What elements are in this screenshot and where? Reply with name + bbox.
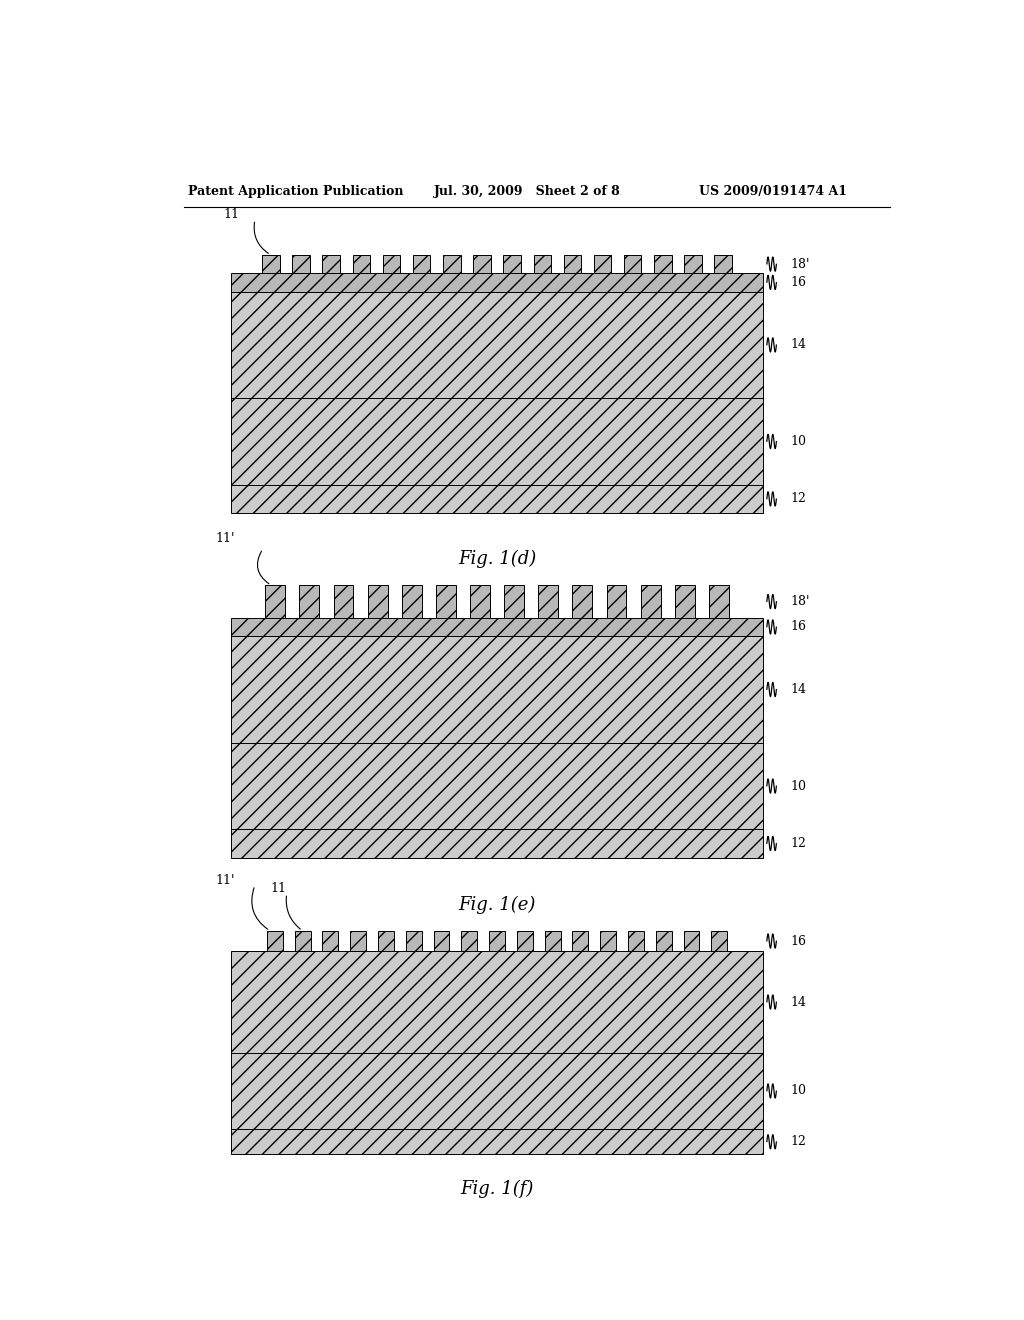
- Bar: [231, 743, 763, 829]
- Bar: [292, 255, 309, 273]
- Text: Fig. 1(f): Fig. 1(f): [461, 1180, 534, 1199]
- Bar: [334, 585, 353, 618]
- Bar: [383, 255, 400, 273]
- Bar: [624, 255, 641, 273]
- Text: 16: 16: [791, 620, 807, 634]
- Bar: [262, 255, 280, 273]
- Bar: [231, 952, 763, 1053]
- Bar: [231, 1129, 763, 1155]
- Bar: [675, 585, 694, 618]
- Bar: [473, 255, 490, 273]
- Text: 10: 10: [791, 436, 807, 447]
- Text: 14: 14: [791, 995, 807, 1008]
- Text: Patent Application Publication: Patent Application Publication: [187, 185, 403, 198]
- Text: Fig. 1(d): Fig. 1(d): [458, 549, 537, 568]
- Text: 10: 10: [791, 1085, 807, 1097]
- Bar: [539, 585, 558, 618]
- Bar: [378, 931, 394, 952]
- Text: 11': 11': [215, 874, 234, 887]
- Bar: [594, 255, 611, 273]
- Bar: [641, 585, 660, 618]
- Text: 14: 14: [791, 682, 807, 696]
- Bar: [655, 931, 672, 952]
- Bar: [401, 585, 422, 618]
- Text: Fig. 1(e): Fig. 1(e): [459, 895, 536, 913]
- Text: 12: 12: [791, 837, 807, 850]
- Bar: [504, 585, 524, 618]
- Bar: [295, 931, 310, 952]
- Bar: [684, 255, 701, 273]
- Bar: [462, 931, 477, 952]
- Bar: [231, 829, 763, 858]
- Bar: [470, 585, 489, 618]
- Bar: [563, 255, 582, 273]
- Bar: [715, 255, 732, 273]
- Bar: [406, 931, 422, 952]
- Bar: [413, 255, 430, 273]
- Text: 16: 16: [791, 276, 807, 289]
- Bar: [684, 931, 699, 952]
- Bar: [368, 585, 387, 618]
- Bar: [352, 255, 370, 273]
- Bar: [443, 255, 461, 273]
- Text: 12: 12: [791, 492, 807, 506]
- Bar: [265, 585, 285, 618]
- Bar: [436, 585, 456, 618]
- Bar: [323, 255, 340, 273]
- Bar: [231, 292, 763, 399]
- Bar: [267, 931, 283, 952]
- Bar: [600, 931, 616, 952]
- Bar: [231, 618, 763, 636]
- Bar: [709, 585, 729, 618]
- Bar: [231, 399, 763, 484]
- Bar: [231, 1053, 763, 1129]
- Text: 12: 12: [791, 1135, 807, 1148]
- Text: 11': 11': [215, 532, 234, 545]
- Bar: [504, 255, 521, 273]
- Bar: [299, 585, 319, 618]
- Bar: [350, 931, 367, 952]
- Bar: [231, 484, 763, 513]
- Text: 14: 14: [791, 338, 807, 351]
- Text: US 2009/0191474 A1: US 2009/0191474 A1: [699, 185, 848, 198]
- Bar: [489, 931, 505, 952]
- Text: 10: 10: [791, 780, 807, 792]
- Text: 11: 11: [270, 882, 287, 895]
- Text: 11: 11: [223, 207, 240, 220]
- Bar: [654, 255, 672, 273]
- Text: 16: 16: [791, 935, 807, 948]
- Bar: [606, 585, 627, 618]
- Text: Jul. 30, 2009   Sheet 2 of 8: Jul. 30, 2009 Sheet 2 of 8: [433, 185, 621, 198]
- Bar: [517, 931, 532, 952]
- Bar: [231, 636, 763, 743]
- Bar: [534, 255, 551, 273]
- Bar: [231, 273, 763, 292]
- Bar: [628, 931, 644, 952]
- Bar: [545, 931, 560, 952]
- Text: 18': 18': [791, 595, 810, 609]
- Text: 18': 18': [791, 257, 810, 271]
- Bar: [572, 931, 588, 952]
- Bar: [323, 931, 338, 952]
- Bar: [572, 585, 592, 618]
- Bar: [712, 931, 727, 952]
- Bar: [433, 931, 450, 952]
